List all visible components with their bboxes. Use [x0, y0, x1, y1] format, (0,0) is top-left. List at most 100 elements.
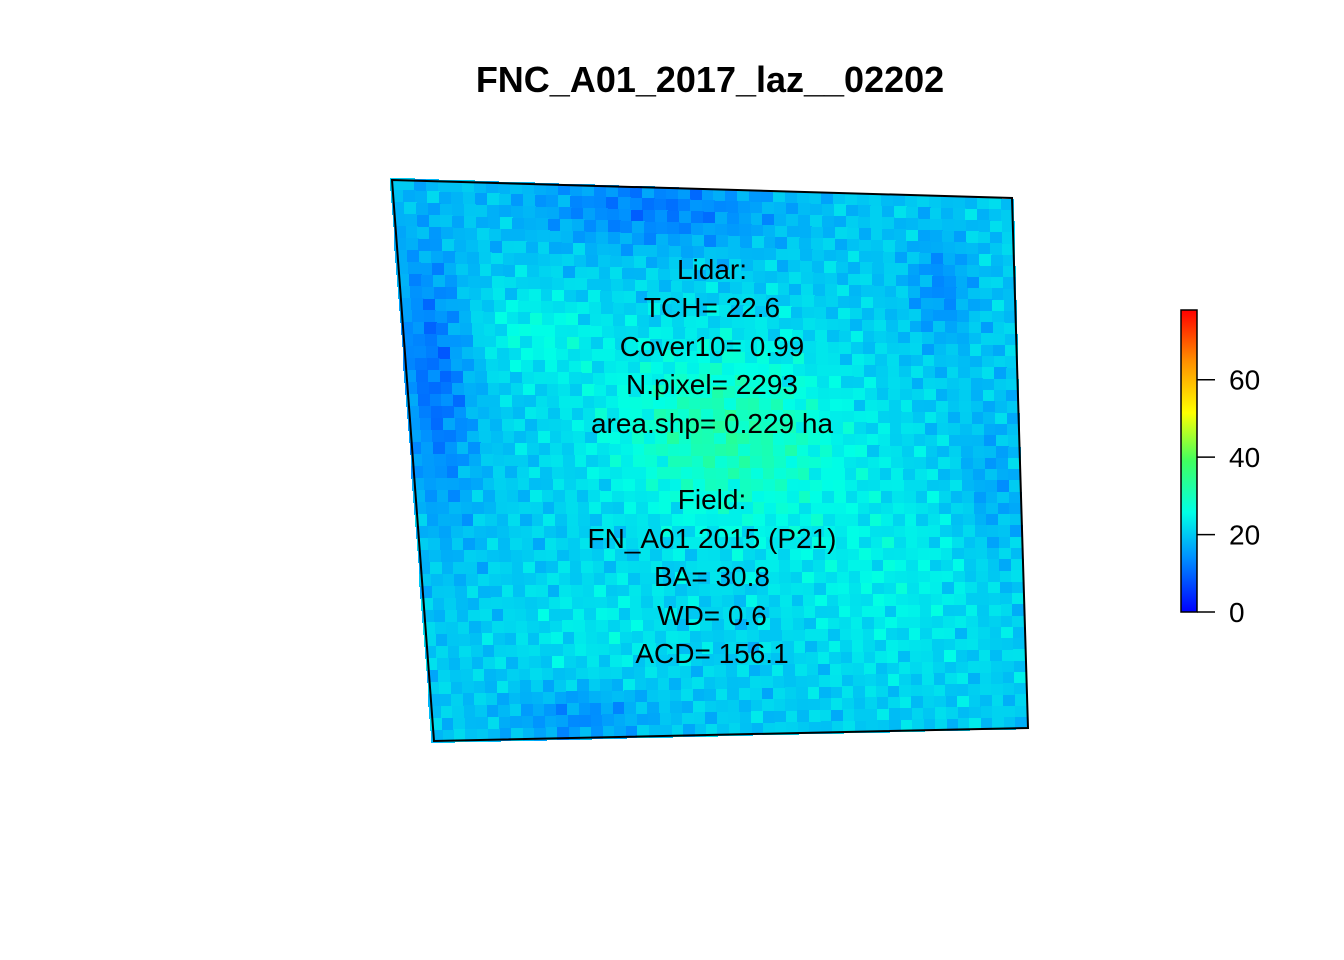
raster-cell	[614, 726, 627, 739]
raster-cell	[881, 195, 894, 207]
raster-cell	[867, 434, 879, 446]
raster-cell	[896, 594, 909, 606]
raster-cell	[883, 252, 896, 264]
raster-cell	[704, 235, 717, 248]
raster-cell	[427, 358, 440, 371]
raster-cell	[784, 433, 797, 446]
raster-cell	[923, 355, 935, 367]
raster-cell	[681, 479, 694, 492]
raster-cell	[957, 696, 970, 708]
raster-cell	[591, 715, 603, 727]
raster-cell	[721, 340, 734, 352]
raster-cell	[968, 299, 981, 312]
raster-cell	[580, 549, 593, 562]
raster-cell	[629, 385, 642, 398]
raster-cell	[832, 445, 845, 458]
raster-cell	[634, 467, 647, 480]
raster-cell	[600, 491, 613, 503]
raster-cell	[507, 502, 520, 515]
raster-cell	[632, 631, 644, 644]
raster-cell	[622, 667, 635, 680]
raster-cell	[513, 229, 526, 242]
raster-cell	[597, 244, 610, 256]
raster-cell	[719, 305, 732, 318]
raster-cell	[670, 701, 683, 714]
raster-cell	[980, 695, 993, 707]
raster-cell	[749, 665, 761, 677]
raster-cell	[655, 631, 667, 644]
raster-cell	[552, 656, 565, 669]
raster-cell	[670, 491, 683, 503]
raster-cell	[932, 616, 944, 629]
raster-cell	[599, 667, 612, 680]
raster-cell	[818, 388, 830, 400]
raster-cell	[647, 292, 660, 304]
raster-cell	[957, 673, 969, 685]
raster-cell	[419, 251, 432, 264]
raster-cell	[493, 288, 506, 301]
raster-cell	[852, 365, 865, 378]
raster-cell	[720, 317, 733, 329]
raster-cell	[828, 342, 840, 354]
raster-cell	[720, 549, 733, 562]
raster-cell	[643, 631, 656, 644]
raster-cell	[870, 206, 883, 218]
raster-cell	[852, 354, 865, 366]
raster-cell	[805, 629, 818, 642]
raster-cell	[889, 400, 902, 412]
raster-cell	[569, 372, 582, 385]
raster-cell	[684, 537, 697, 550]
raster-cell	[742, 514, 754, 527]
raster-cell	[750, 688, 763, 701]
raster-cell	[666, 187, 679, 200]
raster-cell	[978, 627, 991, 640]
raster-cell	[986, 492, 998, 504]
raster-cell	[992, 695, 1004, 707]
raster-cell	[766, 537, 779, 550]
raster-cell	[673, 327, 686, 340]
raster-cell	[793, 630, 806, 642]
raster-cell	[551, 266, 564, 279]
raster-cell	[801, 549, 814, 561]
raster-cell	[557, 360, 570, 373]
raster-cell	[507, 324, 520, 337]
raster-cell	[585, 620, 597, 633]
raster-cell	[701, 409, 714, 422]
raster-cell	[976, 559, 989, 572]
raster-cell	[555, 692, 567, 705]
raster-cell	[510, 704, 522, 717]
raster-cell	[520, 514, 533, 527]
raster-cell	[735, 386, 748, 399]
raster-cell	[501, 407, 514, 420]
raster-cell	[641, 385, 654, 398]
raster-cell	[800, 514, 812, 527]
raster-cell	[606, 197, 619, 210]
raster-cell	[895, 560, 907, 572]
raster-cell	[441, 227, 454, 240]
raster-cell	[649, 315, 662, 328]
raster-cell	[619, 608, 631, 621]
raster-cell	[547, 384, 559, 397]
raster-cell	[1010, 525, 1023, 538]
raster-cell	[914, 434, 926, 447]
raster-cell	[485, 681, 498, 694]
raster-cell	[459, 634, 471, 647]
raster-cell	[757, 595, 770, 608]
raster-cell	[740, 479, 752, 492]
raster-cell	[463, 538, 476, 551]
raster-cell	[475, 538, 488, 551]
raster-cell	[765, 271, 778, 284]
raster-cell	[748, 410, 761, 422]
raster-cell	[946, 707, 959, 720]
raster-cell	[998, 525, 1011, 538]
raster-cell	[1003, 672, 1015, 684]
raster-cell	[688, 596, 700, 608]
raster-cell	[801, 284, 814, 296]
raster-cell	[581, 561, 594, 574]
raster-cell	[824, 250, 837, 262]
raster-cell	[850, 594, 862, 607]
raster-cell	[538, 254, 551, 267]
raster-cell	[483, 478, 495, 491]
raster-cell	[612, 491, 625, 503]
raster-cell	[550, 443, 563, 456]
